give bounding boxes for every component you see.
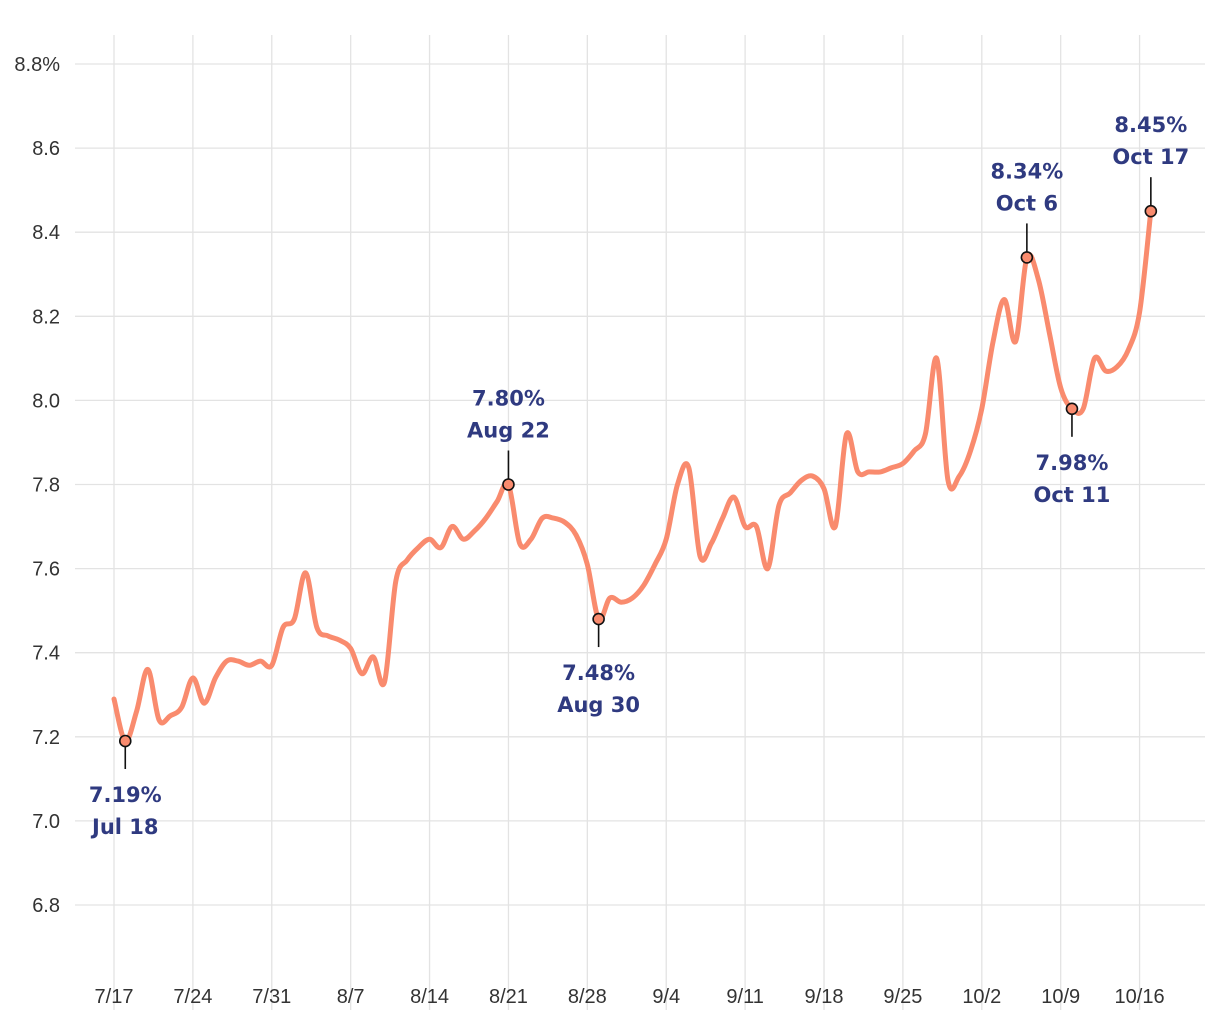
x-tick-label: 8/28	[568, 986, 607, 1008]
y-tick-label: 7.8	[32, 475, 60, 497]
series-line	[111, 208, 1154, 744]
annotations: 7.19% Jul 18 7.80% Aug 22 7.48% Aug 30 8.34% Oc…	[89, 113, 1189, 839]
y-tick-label: 7.0	[32, 811, 60, 833]
x-tick-label: 9/25	[883, 986, 922, 1008]
annotation-marker	[592, 612, 605, 626]
annotation-date: Oct 6	[996, 191, 1058, 215]
x-tick-label: 8/7	[337, 986, 365, 1008]
series-layer	[111, 208, 1154, 744]
y-tick-label: 8.8%	[14, 54, 60, 76]
annotation-value: 8.45%	[1114, 113, 1187, 137]
annotation-marker	[1065, 402, 1079, 416]
x-tick-label: 7/31	[252, 986, 291, 1008]
y-tick-label: 8.2	[32, 306, 60, 328]
y-tick-label: 7.4	[32, 643, 60, 665]
annotation-value: 7.98%	[1036, 451, 1109, 475]
x-tick-label: 10/16	[1115, 986, 1165, 1008]
annotation-value: 7.80%	[472, 387, 545, 411]
grid-lines	[75, 35, 1205, 1010]
annotation-value: 7.19%	[89, 783, 162, 807]
y-axis-ticks: 8.8% 8.6 8.4 8.2 8.0 7.8 7.6 7.4 7.2 7.0 6.8	[14, 54, 60, 917]
annotation-marker	[118, 734, 132, 748]
y-tick-label: 8.4	[32, 222, 60, 244]
x-tick-label: 9/18	[805, 986, 844, 1008]
annotation-marker	[1144, 204, 1158, 218]
annotation-date: Aug 22	[467, 419, 550, 443]
x-tick-label: 8/14	[410, 986, 449, 1008]
x-tick-label: 7/17	[95, 986, 134, 1008]
x-tick-label: 9/11	[726, 986, 763, 1008]
annotation-date: Aug 30	[557, 693, 640, 717]
annotation-value: 7.48%	[562, 661, 635, 685]
annotation-value: 8.34%	[990, 159, 1063, 183]
annotation-date: Jul 18	[90, 815, 159, 839]
y-tick-label: 7.6	[32, 559, 60, 581]
annotation-date: Oct 11	[1034, 483, 1111, 507]
y-tick-label: 8.0	[32, 390, 60, 412]
y-tick-label: 7.2	[32, 727, 60, 749]
annotation-date: Oct 17	[1112, 145, 1189, 169]
x-tick-label: 9/4	[652, 986, 680, 1008]
annotation-marker	[1020, 251, 1034, 264]
x-tick-label: 8/21	[489, 986, 528, 1008]
x-tick-label: 10/2	[962, 986, 1001, 1008]
x-tick-label: 10/9	[1041, 986, 1080, 1008]
x-tick-label: 7/24	[173, 986, 212, 1008]
x-axis-ticks: 7/17 7/24 7/31 8/7 8/14 8/21 8/28 9/4 9/11 9/18 9/…	[95, 986, 1165, 1008]
annotation-marker	[502, 478, 515, 491]
y-tick-label: 8.6	[32, 138, 60, 160]
y-tick-label: 6.8	[32, 895, 60, 917]
